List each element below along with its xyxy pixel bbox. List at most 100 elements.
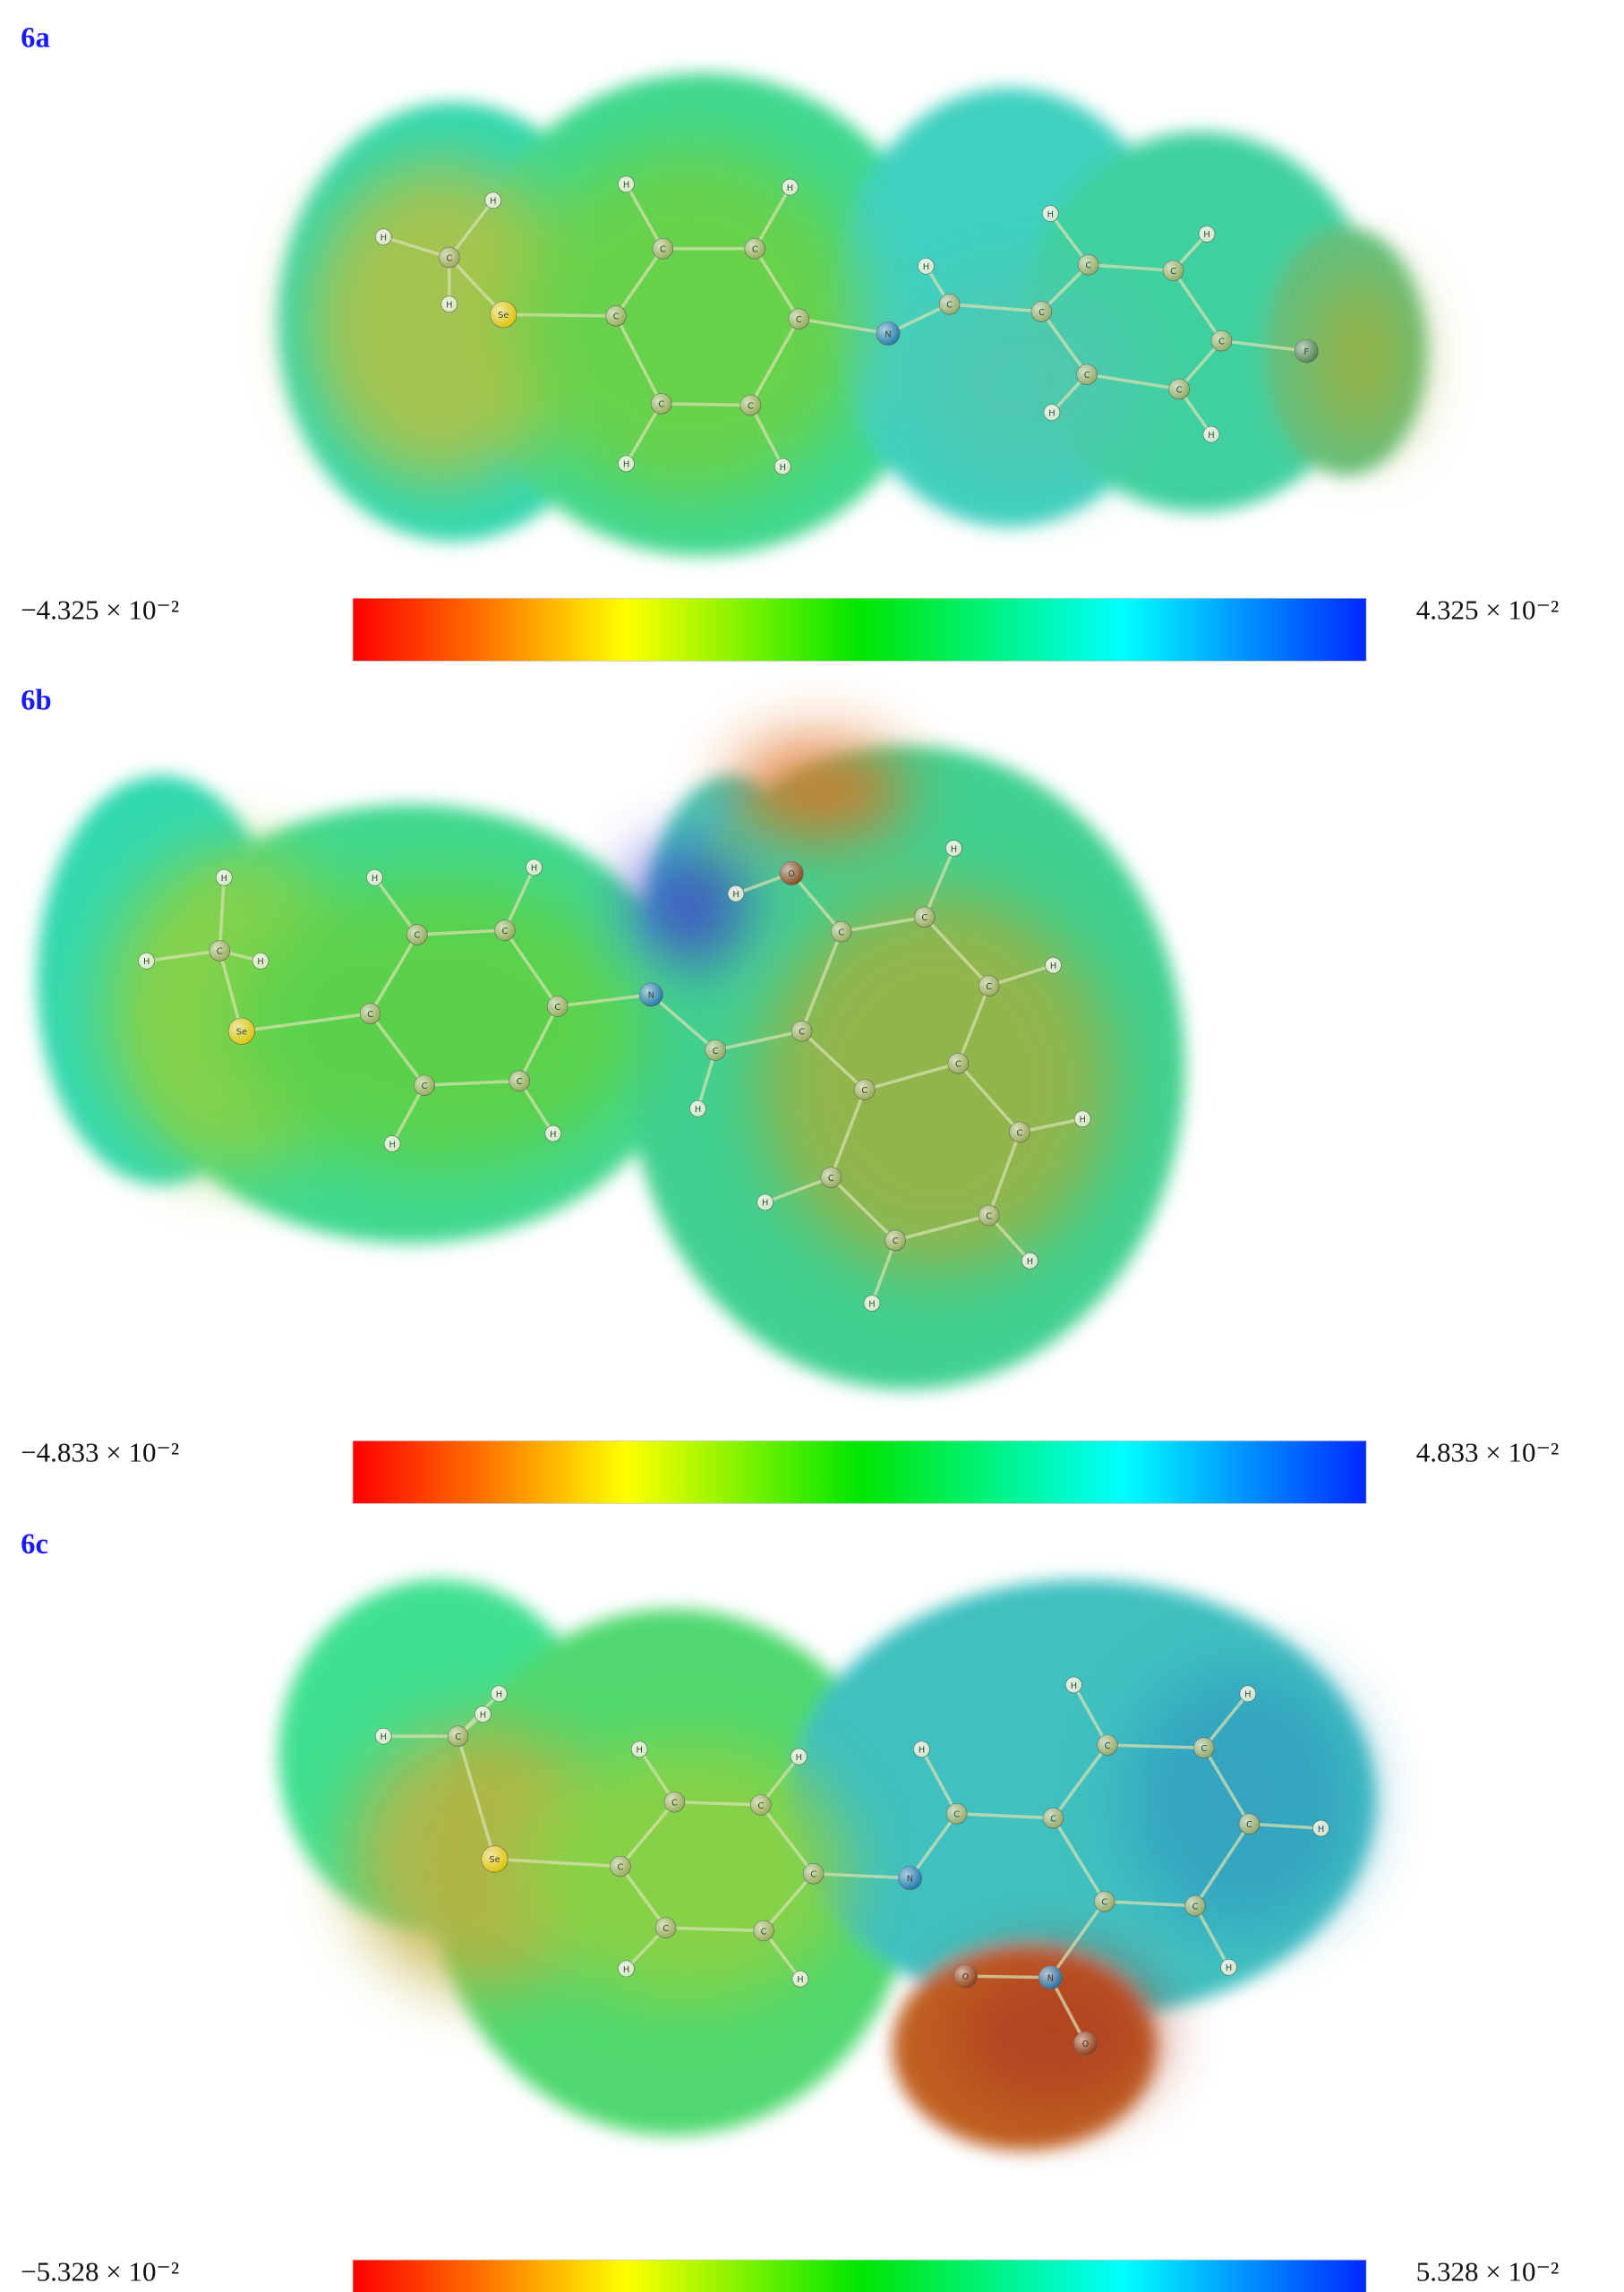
bond (841, 915, 926, 934)
atom-highlight (791, 1021, 812, 1042)
atom-highlight (1076, 363, 1098, 385)
bond (1104, 1900, 1196, 1908)
atom-label: C (1176, 385, 1183, 395)
atom-highlight (209, 940, 230, 962)
atom-highlight (939, 294, 961, 315)
atom-label: O (788, 869, 795, 879)
atom-highlight (1042, 205, 1059, 222)
bond (416, 928, 506, 936)
atom-label: C (921, 913, 927, 923)
atom-label: C (446, 253, 452, 263)
atom-label: C (1085, 261, 1091, 271)
bond (1052, 1743, 1109, 1819)
bond (1249, 1822, 1321, 1830)
atom-label: C (613, 312, 620, 322)
atom-highlight (744, 238, 765, 260)
atom-highlight (663, 1792, 685, 1813)
bond (829, 1089, 867, 1178)
atom-label: C (986, 1211, 992, 1221)
atom-label: C (761, 1927, 767, 1937)
atom-label: C (1246, 1820, 1252, 1830)
atom-label: H (1080, 1116, 1086, 1125)
atom-highlight (490, 301, 517, 328)
atom-label: C (752, 245, 758, 255)
surface-region (1309, 270, 1412, 447)
surface-region (234, 877, 645, 1170)
bond (813, 1871, 910, 1880)
bond (759, 1803, 816, 1875)
bond (799, 931, 843, 1032)
surface-region (951, 1960, 1156, 2107)
atom-highlight (1073, 2031, 1098, 2056)
atom-label: C (1170, 267, 1176, 277)
atom-highlight (820, 1167, 842, 1188)
atom-label: H (490, 197, 496, 207)
atom-highlight (1094, 1891, 1115, 1912)
atom-label: C (828, 1174, 834, 1184)
atom-label: C (1105, 1741, 1111, 1751)
atom-highlight (1043, 1808, 1064, 1829)
bond (665, 1926, 765, 1933)
atom-label: C (1218, 337, 1225, 346)
atom-highlight (1239, 1813, 1260, 1834)
atom-label: H (695, 1105, 701, 1115)
bond (619, 1865, 668, 1929)
atom-highlight (631, 1740, 648, 1757)
atom-highlight (788, 308, 809, 329)
bond (965, 1974, 1051, 1980)
atom-label: H (1226, 1963, 1232, 1973)
atom-label: N (648, 991, 654, 1001)
atom-label: C (1201, 1744, 1207, 1754)
bond (1048, 212, 1090, 266)
bond (369, 934, 419, 1015)
atom-highlight (914, 906, 936, 928)
atom-highlight (945, 840, 962, 857)
atom-highlight (1220, 1959, 1237, 1976)
scale-max-label: 4.325 × 10⁻² (1416, 594, 1560, 626)
atom-highlight (753, 1920, 774, 1941)
atom-label: C (986, 982, 992, 992)
atom-label: C (799, 1028, 805, 1038)
atom-highlight (756, 1193, 774, 1210)
atom-highlight (1065, 1677, 1082, 1694)
atom-highlight (216, 869, 233, 886)
bond (614, 315, 663, 405)
atom-label: C (810, 1870, 816, 1880)
surface-region (628, 848, 747, 966)
bond (1019, 1117, 1083, 1134)
atom-highlight (791, 1971, 808, 1988)
atom-label: N (1047, 1974, 1054, 1984)
surface-shading (307, 146, 1412, 498)
atom-highlight (494, 919, 516, 941)
atom-label: H (623, 181, 629, 191)
atom-highlight (1045, 957, 1062, 974)
atom-label: H (372, 874, 378, 884)
bond (956, 985, 991, 1065)
atom-label: C (955, 1060, 962, 1070)
atom-highlight (610, 1856, 631, 1877)
color-scale-bar (352, 2259, 1367, 2292)
atom-highlight (1009, 1122, 1030, 1142)
atom-highlight (979, 975, 1000, 996)
potential-surface (37, 739, 1185, 1390)
atom-label: H (550, 1130, 556, 1140)
atom-label: C (893, 1236, 899, 1246)
atom-label: H (868, 1299, 875, 1309)
atom-highlight (913, 1740, 930, 1757)
atom-label: C (660, 245, 666, 255)
atom-highlight (375, 1728, 392, 1745)
atom-highlight (481, 1845, 509, 1873)
bond (949, 303, 1042, 313)
surface-region (760, 892, 1112, 1273)
bond (619, 1800, 676, 1868)
bond (218, 877, 227, 952)
atom-label: H (1047, 210, 1054, 219)
atom-label: H (780, 463, 786, 473)
atom-label: H (796, 1753, 802, 1763)
atom-highlight (885, 1229, 906, 1251)
atom-label: C (618, 1862, 624, 1872)
atom-label: H (389, 1140, 395, 1150)
atom-label: C (946, 301, 953, 311)
atom-label: C (367, 1010, 373, 1020)
